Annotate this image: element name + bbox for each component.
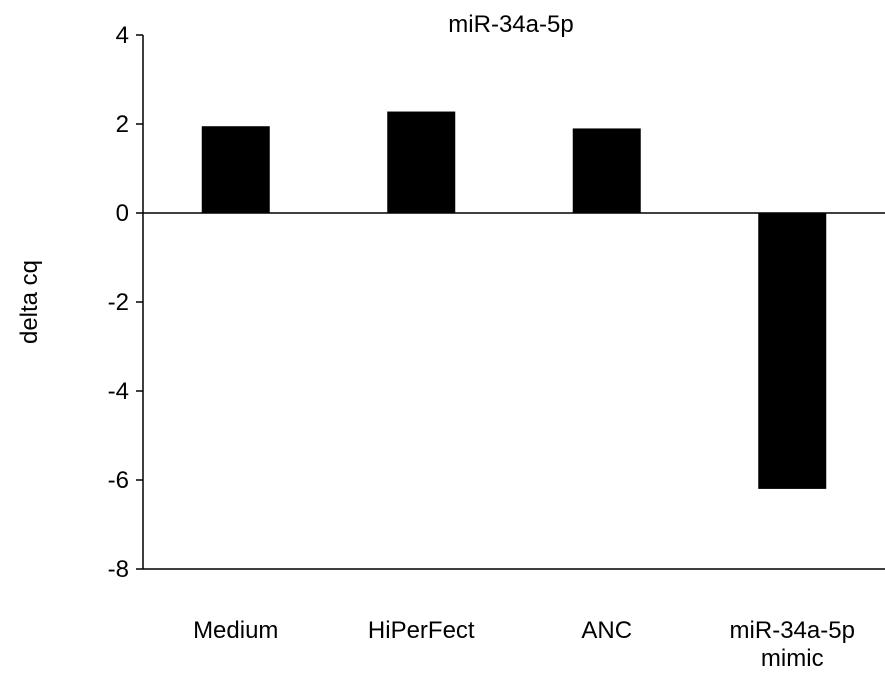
axes <box>142 35 885 570</box>
y-tick-label: -4 <box>108 378 129 405</box>
y-tick-label: 0 <box>116 200 129 227</box>
bar <box>201 126 270 213</box>
x-tick-label-line: Medium <box>193 617 278 644</box>
x-tick-label: Medium <box>193 617 278 644</box>
x-tick-label-line: mimic <box>761 645 824 672</box>
y-axis-label: delta cq <box>16 260 43 344</box>
x-tick-label-line: HiPerFect <box>368 617 475 644</box>
y-axis-ticks: 4 2 0 -2 -4 -6 -8 <box>108 22 143 583</box>
bar <box>572 128 641 213</box>
x-tick-label-line: ANC <box>581 617 632 644</box>
chart-title: miR-34a-5p <box>448 11 573 38</box>
y-tick-label: -6 <box>108 467 129 494</box>
bars <box>201 111 827 489</box>
x-tick-label: ANC <box>581 617 632 644</box>
bar <box>387 111 456 213</box>
bar <box>758 213 827 489</box>
y-tick-label: -8 <box>108 556 129 583</box>
y-tick-label: 4 <box>116 22 129 49</box>
x-axis-tick-labels: Medium HiPerFect ANC miR-34a-5p mimic <box>193 617 855 672</box>
x-tick-label-line: miR-34a-5p <box>730 617 855 644</box>
x-tick-label: miR-34a-5p mimic <box>730 617 855 672</box>
y-tick-label: 2 <box>116 111 129 138</box>
x-tick-label: HiPerFect <box>368 617 475 644</box>
y-tick-label: -2 <box>108 289 129 316</box>
